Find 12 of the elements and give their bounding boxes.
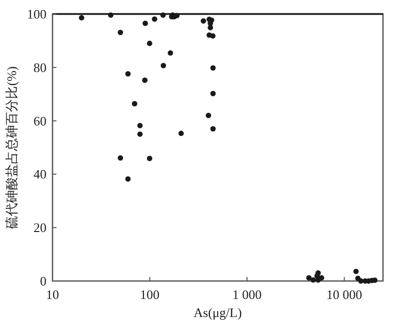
y-tick-label: 20 (34, 220, 46, 236)
y-tick-label: 40 (34, 166, 46, 182)
y-tick-label: 80 (34, 60, 46, 75)
x-tick-label: 1 000 (232, 287, 262, 302)
x-tick-label: 100 (140, 287, 160, 302)
y-axis-title: 硫代砷酸盐占总砷百分比(%) (4, 66, 19, 229)
y-tick-label: 60 (34, 113, 46, 128)
x-tick-label: 10 (46, 287, 59, 302)
x-axis-title: As(μg/L) (194, 305, 242, 320)
x-tick-label: 10 000 (326, 287, 362, 302)
y-tick-label: 0 (40, 274, 46, 288)
y-tick-label: 100 (27, 6, 46, 22)
